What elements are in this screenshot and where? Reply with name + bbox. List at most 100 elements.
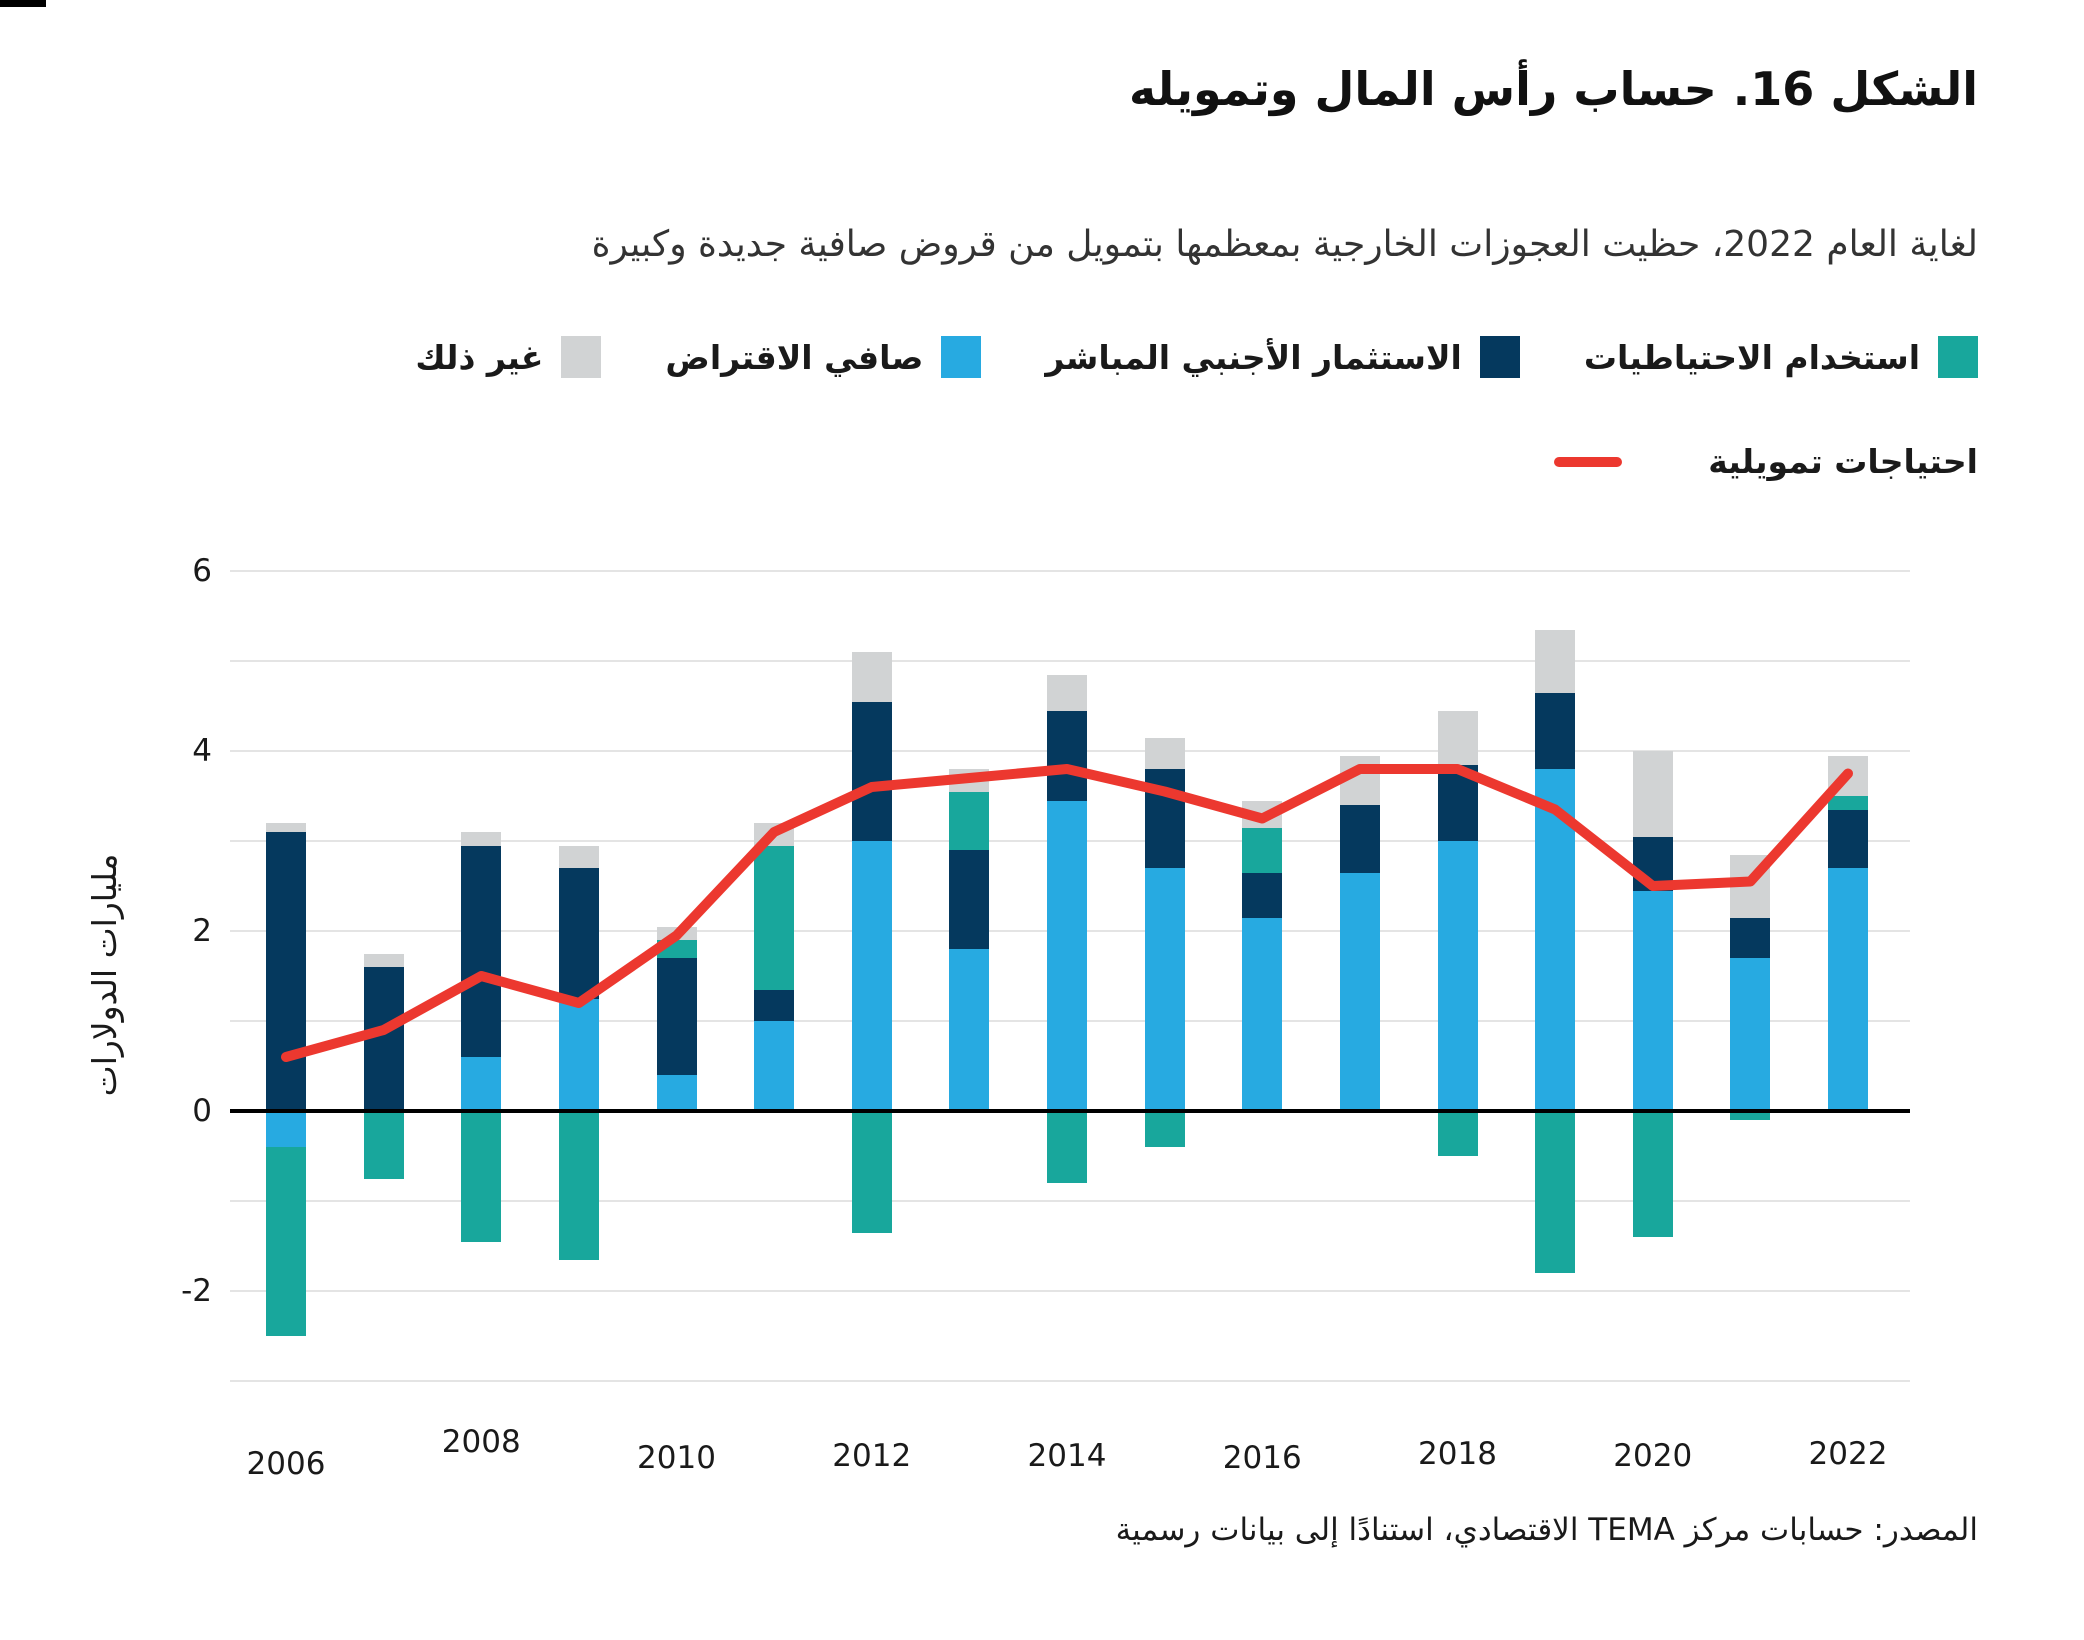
- bar-2011-fdi: [754, 989, 795, 1021]
- financing-needs-line-swatch-icon: [1554, 456, 1623, 467]
- bar-2022-reserves_use: [1828, 796, 1868, 810]
- x-tick-label-2014: 2014: [1027, 1438, 1107, 1474]
- x-tick-label-2022: 2022: [1808, 1436, 1888, 1472]
- bar-2019-fdi: [1535, 692, 1576, 769]
- corner-crop-mark: [0, 0, 46, 7]
- legend-label: احتياجات تمويلية: [1708, 442, 1978, 481]
- y-tick-label-0: 0: [192, 1093, 212, 1129]
- bar-2017-fdi: [1339, 805, 1380, 873]
- y-tick-label--2: -2: [181, 1273, 212, 1309]
- bar-2008-net_borrowing: [461, 1057, 502, 1111]
- plot-area: [230, 540, 1910, 1400]
- bar-2013-other: [949, 769, 990, 792]
- bar-2006-other: [266, 823, 306, 832]
- bar-2014-net_borrowing: [1047, 800, 1087, 1111]
- bar-2013-net_borrowing: [949, 949, 990, 1111]
- bar-2021-other: [1730, 854, 1771, 918]
- bar-2015-fdi: [1144, 769, 1185, 868]
- bar-2016-net_borrowing: [1242, 917, 1283, 1111]
- bar-2014-fdi: [1047, 710, 1087, 801]
- bar-2021-reserves_use: [1730, 1111, 1771, 1120]
- bar-2022-fdi: [1828, 809, 1868, 868]
- fdi-swatch-icon: [1479, 336, 1520, 378]
- bar-2014-other: [1047, 674, 1087, 711]
- bar-2010-reserves_use: [656, 940, 697, 958]
- bar-2019-other: [1535, 629, 1576, 693]
- legend-item-other: غير ذلك: [415, 336, 602, 378]
- legend-item-fdi: الاستثمار الأجنبي المباشر: [1045, 336, 1520, 378]
- source-note: المصدر: حسابات مركز TEMA الاقتصادي، استن…: [1115, 1512, 1978, 1548]
- bar-2007-reserves_use: [363, 1111, 404, 1179]
- bar-2018-reserves_use: [1437, 1111, 1478, 1156]
- bar-2008-other: [461, 832, 502, 846]
- bar-2006-reserves_use: [266, 1147, 306, 1336]
- bar-2021-fdi: [1730, 917, 1771, 958]
- legend-label: الاستثمار الأجنبي المباشر: [1045, 337, 1462, 377]
- bar-2016-reserves_use: [1242, 827, 1283, 873]
- x-tick-label-2008: 2008: [441, 1424, 521, 1460]
- bar-2016-other: [1242, 800, 1283, 828]
- y-tick-label-6: 6: [192, 553, 212, 589]
- bar-2006-net_borrowing: [266, 1111, 306, 1147]
- figure-title: الشكل 16. حساب رأس المال وتمويله: [1129, 62, 1978, 116]
- legend-item-reserves-use: استخدام الاحتياطيات: [1584, 336, 1978, 378]
- reserves-use-swatch-icon: [1938, 336, 1978, 378]
- legend-item-net-borrowing: صافي الاقتراض: [665, 336, 982, 378]
- bar-2015-reserves_use: [1144, 1111, 1185, 1147]
- gridline: [230, 1380, 1910, 1382]
- bar-2010-other: [656, 926, 697, 940]
- gridline: [230, 660, 1910, 662]
- y-tick-label-2: 2: [192, 913, 212, 949]
- bar-2020-net_borrowing: [1632, 890, 1673, 1111]
- gridline: [230, 570, 1910, 572]
- legend-label: استخدام الاحتياطيات: [1583, 337, 1920, 377]
- bar-2008-reserves_use: [461, 1111, 502, 1242]
- bar-2018-net_borrowing: [1437, 841, 1478, 1111]
- legend-line-item: احتياجات تمويلية: [1554, 442, 1978, 481]
- other-swatch-icon: [561, 336, 602, 378]
- bar-2009-reserves_use: [558, 1111, 599, 1260]
- bar-2011-reserves_use: [754, 845, 795, 990]
- net-borrowing-swatch-icon: [941, 336, 982, 378]
- y-tick-label-4: 4: [192, 733, 212, 769]
- bar-2009-net_borrowing: [558, 998, 599, 1111]
- bar-2008-fdi: [461, 845, 502, 1057]
- figure-subtitle: لغاية العام 2022، حظيت العجوزات الخارجية…: [591, 224, 1978, 265]
- bar-2012-other: [851, 652, 892, 702]
- bar-2017-other: [1339, 755, 1380, 805]
- bar-2019-reserves_use: [1535, 1111, 1576, 1273]
- legend-label: صافي الاقتراض: [665, 337, 924, 377]
- bar-2013-reserves_use: [949, 791, 990, 850]
- bar-2022-net_borrowing: [1828, 868, 1868, 1111]
- bar-2020-reserves_use: [1632, 1111, 1673, 1237]
- zero-axis-line: [230, 1109, 1910, 1113]
- bar-2012-fdi: [851, 701, 892, 841]
- bar-2007-other: [363, 953, 404, 967]
- x-tick-label-2020: 2020: [1613, 1438, 1693, 1474]
- bar-2021-net_borrowing: [1730, 958, 1771, 1111]
- x-tick-label-2016: 2016: [1222, 1440, 1302, 1476]
- bar-2010-net_borrowing: [656, 1075, 697, 1111]
- bar-2020-other: [1632, 751, 1673, 837]
- bar-2006-fdi: [266, 832, 306, 1111]
- bar-2020-fdi: [1632, 836, 1673, 891]
- legend-label: غير ذلك: [415, 337, 544, 377]
- bar-2017-net_borrowing: [1339, 872, 1380, 1111]
- bar-2012-reserves_use: [851, 1111, 892, 1233]
- legend: استخدام الاحتياطيات الاستثمار الأجنبي ال…: [415, 336, 1978, 378]
- x-tick-label-2006: 2006: [246, 1446, 326, 1482]
- x-tick-label-2018: 2018: [1418, 1436, 1497, 1472]
- gridline: [230, 1200, 1910, 1202]
- bar-2009-fdi: [558, 868, 599, 999]
- gridline: [230, 1290, 1910, 1292]
- bar-2018-other: [1437, 710, 1478, 765]
- x-tick-label-2010: 2010: [637, 1440, 716, 1476]
- bar-2011-net_borrowing: [754, 1021, 795, 1111]
- bar-2018-fdi: [1437, 764, 1478, 841]
- bar-2010-fdi: [656, 958, 697, 1075]
- bar-2022-other: [1828, 755, 1868, 796]
- bar-2009-other: [558, 845, 599, 868]
- bar-2011-other: [754, 823, 795, 846]
- bar-2014-reserves_use: [1047, 1111, 1087, 1183]
